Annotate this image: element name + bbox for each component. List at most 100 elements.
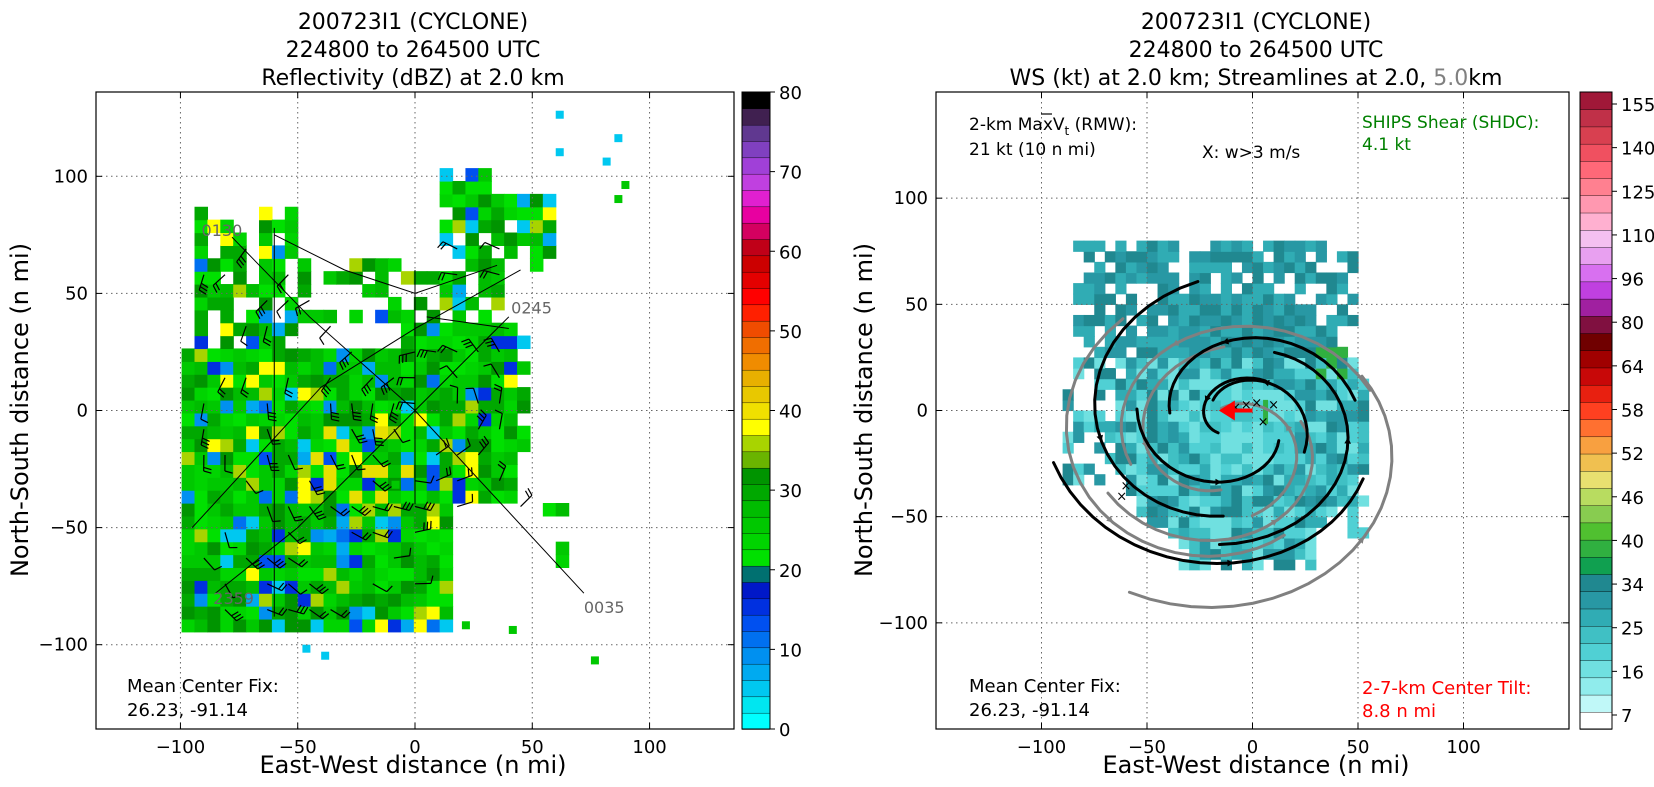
- reflectivity-cell: [413, 464, 428, 478]
- reflectivity-cell: [478, 348, 492, 362]
- wind-speed-cell: [1104, 336, 1116, 348]
- wind-barb: [399, 401, 416, 405]
- wind-speed-cell: [1220, 304, 1232, 316]
- reflectivity-cell: [302, 644, 311, 653]
- wind-speed-cell: [1073, 314, 1085, 327]
- wind-speed-cell: [1231, 304, 1243, 316]
- reflectivity-cell: [349, 477, 363, 491]
- wind-speed-cell: [1136, 357, 1148, 369]
- reflectivity-cell: [400, 387, 415, 401]
- wind-speed-cell: [1199, 251, 1211, 263]
- reflectivity-cell: [491, 425, 505, 440]
- wind-speed-cell: [1083, 336, 1095, 348]
- reflectivity-cell: [246, 322, 260, 337]
- colorbar-swatch: [1579, 298, 1613, 317]
- y-tick-label: −100: [39, 635, 88, 656]
- reflectivity-cell: [259, 219, 273, 234]
- colorbar-swatch: [741, 124, 771, 142]
- wind-barb-flag: [318, 516, 327, 521]
- reflectivity-cell: [220, 387, 234, 401]
- wind-speed-cell: [1073, 463, 1085, 475]
- wind-speed-cell: [1315, 368, 1327, 380]
- wind-speed-cell: [1104, 431, 1116, 443]
- reflectivity-cell: [426, 271, 441, 285]
- wind-barb-flag: [487, 343, 496, 347]
- reflectivity-cell: [336, 503, 350, 517]
- wind-speed-cell: [1157, 463, 1169, 475]
- reflectivity-cell: [259, 232, 273, 246]
- wind-speed-cell: [1178, 421, 1190, 433]
- wind-speed-cell: [1336, 452, 1349, 465]
- wind-barb-flag: [383, 385, 388, 393]
- reflectivity-cell: [233, 284, 247, 298]
- wind-barb-flag: [441, 272, 446, 281]
- wind-speed-cell: [1147, 272, 1159, 284]
- reflectivity-cell: [375, 606, 389, 620]
- colorbar-swatch: [741, 238, 771, 257]
- wind-barb-flag: [214, 565, 222, 571]
- reflectivity-cell: [207, 271, 221, 285]
- wind-speed-cell: [1347, 474, 1359, 486]
- wind-speed-cell: [1189, 399, 1201, 412]
- wind-barb-flag: [271, 439, 280, 442]
- wind-barb: [266, 506, 274, 522]
- streamline-5km-arrow: [1357, 536, 1365, 544]
- wind-barb-flag: [321, 390, 328, 398]
- colorbar-swatch: [1579, 246, 1613, 265]
- reflectivity-cell: [181, 399, 196, 414]
- wind-barb-flag: [440, 242, 447, 250]
- x-tick-label: 100: [1446, 737, 1480, 758]
- updraft-marker: ×: [1241, 398, 1252, 413]
- flight-track-time-label: 0130: [202, 221, 243, 240]
- wind-speed-cell: [1115, 389, 1127, 401]
- wind-speed-cell: [1178, 463, 1190, 475]
- reflectivity-cell: [452, 309, 467, 324]
- reflectivity-cell: [439, 593, 454, 607]
- reflectivity-cell: [400, 618, 415, 633]
- reflectivity-cell: [220, 309, 234, 324]
- wind-barb-flag: [478, 412, 485, 419]
- reflectivity-cell: [297, 580, 312, 594]
- reflectivity-cell: [452, 412, 467, 427]
- wind-speed-cell: [1336, 378, 1349, 390]
- reflectivity-cell: [478, 180, 492, 195]
- reflectivity-cell: [452, 193, 467, 208]
- reflectivity-cell: [465, 438, 479, 453]
- wind-speed-cell: [1336, 283, 1349, 295]
- reflectivity-cell: [271, 387, 286, 401]
- wind-barb-flag: [257, 308, 263, 317]
- updraft-legend: X: w>3 m/s: [1202, 143, 1300, 163]
- reflectivity-cell: [323, 503, 338, 517]
- wind-speed-cell: [1220, 389, 1232, 401]
- colorbar-label: 70: [779, 163, 802, 184]
- wind-speed-cell: [1147, 421, 1159, 433]
- reflectivity-cell: [478, 309, 492, 324]
- streamline-2km: [1167, 336, 1357, 415]
- colorbar-swatch: [741, 696, 771, 714]
- reflectivity-cell: [508, 625, 517, 634]
- wind-speed-cell: [1305, 304, 1317, 316]
- wind-speed-cell: [1220, 314, 1232, 327]
- wind-speed-cell: [1273, 261, 1285, 274]
- reflectivity-cell: [220, 618, 234, 633]
- wind-speed-cell: [1263, 357, 1275, 369]
- wind-barb-flag: [449, 466, 452, 475]
- reflectivity-cell: [323, 387, 338, 401]
- wind-barb-flag: [423, 501, 429, 510]
- wind-barb-flag: [295, 518, 304, 522]
- wind-speed-cell: [1263, 410, 1275, 422]
- wind-barb-flag: [437, 272, 442, 281]
- reflectivity-cell: [517, 387, 531, 401]
- wind-barb-flag: [386, 585, 393, 593]
- wind-speed-cell: [1284, 357, 1296, 369]
- reflectivity-cell: [413, 606, 428, 620]
- wind-speed-cell: [1178, 314, 1190, 327]
- ships-shear-value: 4.1 kt: [1362, 135, 1411, 155]
- wind-speed-cell: [1252, 484, 1264, 497]
- wind-barb: [255, 300, 268, 313]
- wind-speed-cell: [1305, 378, 1317, 390]
- reflectivity-cell: [413, 580, 428, 594]
- wind-speed-cell: [1294, 506, 1306, 518]
- reflectivity-cell: [439, 490, 454, 504]
- wind-speed-cell: [1178, 325, 1190, 337]
